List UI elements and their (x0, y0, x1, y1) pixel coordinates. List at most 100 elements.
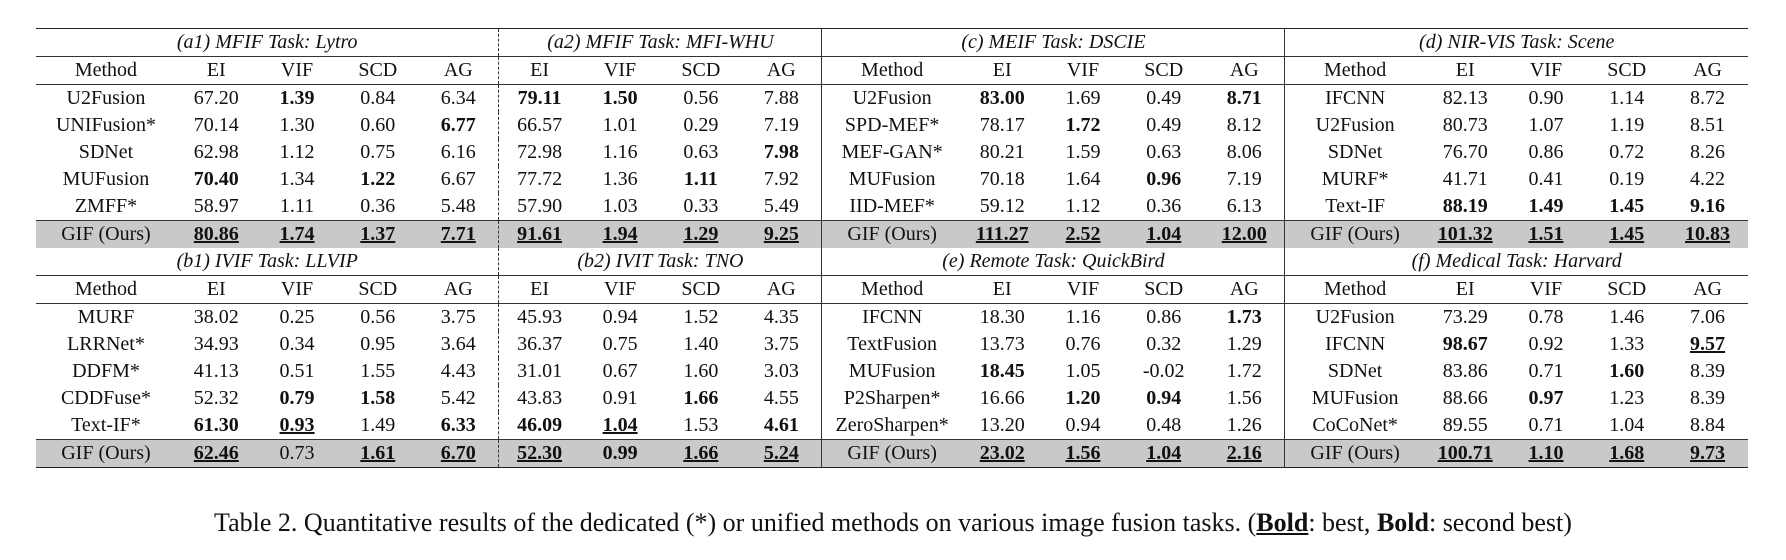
cell: 0.84 (360, 87, 396, 109)
cell: 8.06 (1226, 141, 1262, 163)
cell: 5.24 (741, 439, 822, 468)
cell: 6.34 (440, 87, 476, 109)
cell: 1.11 (683, 168, 718, 190)
cell: 7.88 (763, 87, 799, 109)
cell: 4.22 (1690, 168, 1726, 190)
header-row: Method EI VIF SCD AG EI VIF SCD AG Method EI VIF SCD… (36, 275, 1748, 304)
cell: 1.37 (337, 220, 419, 248)
data-row: GIF (Ours) 80.86 1.74 1.37 7.71 91.61 1.94 1.29… (36, 220, 1748, 248)
cell: CoCoNet* (1284, 412, 1425, 440)
cell: 67.20 (193, 87, 239, 109)
caption-second: Bold (1376, 508, 1429, 537)
cell: 6.13 (1226, 195, 1262, 217)
cell: 0.75 (360, 141, 396, 163)
cell: 1.16 (1065, 306, 1101, 328)
cell: MUFusion (821, 358, 962, 385)
cell: 101.32 (1424, 220, 1506, 248)
cell: 70.14 (193, 114, 239, 136)
cell: 0.94 (602, 306, 638, 328)
cell: 100.71 (1424, 439, 1506, 468)
cell: 91.61 (498, 220, 580, 248)
cell: 31.01 (498, 358, 580, 385)
cell: 1.16 (602, 141, 638, 163)
cell: 0.92 (1528, 333, 1564, 355)
cell: U2Fusion (1284, 303, 1425, 331)
cell: SDNet (1284, 139, 1425, 166)
cell: 1.12 (279, 141, 315, 163)
cell: LRRNet* (67, 333, 145, 355)
cell: 88.66 (1442, 387, 1488, 409)
cell: Text-IF* (71, 414, 141, 436)
column-header: SCD (660, 56, 742, 85)
cell: 73.29 (1442, 306, 1488, 328)
data-row: GIF (Ours) 62.46 0.73 1.61 6.70 52.30 0.99 1.66… (36, 439, 1748, 468)
title-row: (b1) IVIF Task: LLVIP (b2) IVIT Task: TNO… (36, 248, 1748, 276)
cell: 0.96 (1146, 168, 1182, 190)
cell: 1.60 (683, 360, 719, 382)
cell: 6.33 (440, 414, 476, 436)
cell: 0.86 (1146, 306, 1182, 328)
cell: 8.71 (1226, 87, 1262, 109)
cell: 0.19 (1609, 168, 1645, 190)
cell: 0.71 (1528, 360, 1564, 382)
cell: MURF* (1284, 166, 1425, 193)
column-header: EI (175, 56, 257, 85)
caption: Table 2. Quantitative results of the ded… (0, 508, 1786, 538)
column-header: VIF (1042, 275, 1124, 304)
cell: 0.75 (602, 333, 638, 355)
cell: 1.51 (1505, 220, 1587, 248)
cell: 0.86 (1528, 141, 1564, 163)
cell: 89.55 (1442, 414, 1488, 436)
cell: 0.91 (602, 387, 638, 409)
cell: 3.75 (440, 306, 476, 328)
cell: 0.56 (683, 87, 719, 109)
column-header: EI (498, 275, 580, 304)
cell: 1.60 (1609, 360, 1645, 382)
cell: 6.77 (440, 114, 476, 136)
panel-title: (a1) MFIF Task: Lytro (36, 28, 499, 57)
column-header: AG (1667, 275, 1748, 304)
column-header: SCD (1586, 275, 1668, 304)
cell: 6.16 (440, 141, 476, 163)
cell: 4.35 (763, 306, 799, 328)
panel-title: (c) MEIF Task: DSCIE (821, 28, 1285, 57)
cell: 0.63 (683, 141, 719, 163)
panel-title: (b1) IVIF Task: LLVIP (36, 248, 499, 276)
panel-title: (a2) MFIF Task: MFI-WHU (498, 28, 822, 57)
cell: 0.94 (1065, 414, 1101, 436)
cell: 0.72 (1609, 141, 1645, 163)
column-header: AG (1204, 275, 1285, 304)
column-header: Method (1284, 275, 1425, 304)
cell: 0.97 (1528, 387, 1564, 409)
cell: 72.98 (498, 139, 580, 166)
cell: 46.09 (498, 412, 580, 440)
panel-title: (e) Remote Task: QuickBird (821, 248, 1285, 276)
cell: 1.72 (1065, 114, 1101, 136)
cell: 34.93 (193, 333, 239, 355)
cell: MURF (77, 306, 135, 328)
cell: 1.50 (602, 87, 638, 109)
cell: 1.72 (1226, 360, 1262, 382)
cell: 1.04 (602, 414, 638, 436)
cell: U2Fusion (66, 87, 146, 109)
cell: CDDFuse* (60, 387, 151, 409)
data-row: UNIFusion* 70.14 1.30 0.60 6.77 66.57 1.01 0.29… (36, 112, 1748, 139)
cell: 6.67 (440, 168, 476, 190)
cell: 62.46 (175, 439, 257, 468)
cell: 1.29 (660, 220, 742, 248)
data-row: U2Fusion 67.20 1.39 0.84 6.34 79.11 1.50 0.56 7.… (36, 84, 1748, 112)
cell: 0.60 (360, 114, 396, 136)
cell: 1.66 (683, 387, 719, 409)
caption-best: Bold (1256, 508, 1309, 537)
cell: 0.78 (1528, 306, 1564, 328)
cell: 36.37 (498, 331, 580, 358)
cell: 1.14 (1609, 87, 1645, 109)
cell: 0.41 (1528, 168, 1564, 190)
cell: 58.97 (193, 195, 239, 217)
caption-text: Table 2. Quantitative results of the ded… (214, 508, 1257, 537)
cell: 18.45 (979, 360, 1025, 382)
cell: 9.57 (1690, 333, 1726, 355)
cell: 1.04 (1609, 414, 1645, 436)
cell: 1.26 (1226, 414, 1262, 436)
cell: 1.61 (337, 439, 419, 468)
